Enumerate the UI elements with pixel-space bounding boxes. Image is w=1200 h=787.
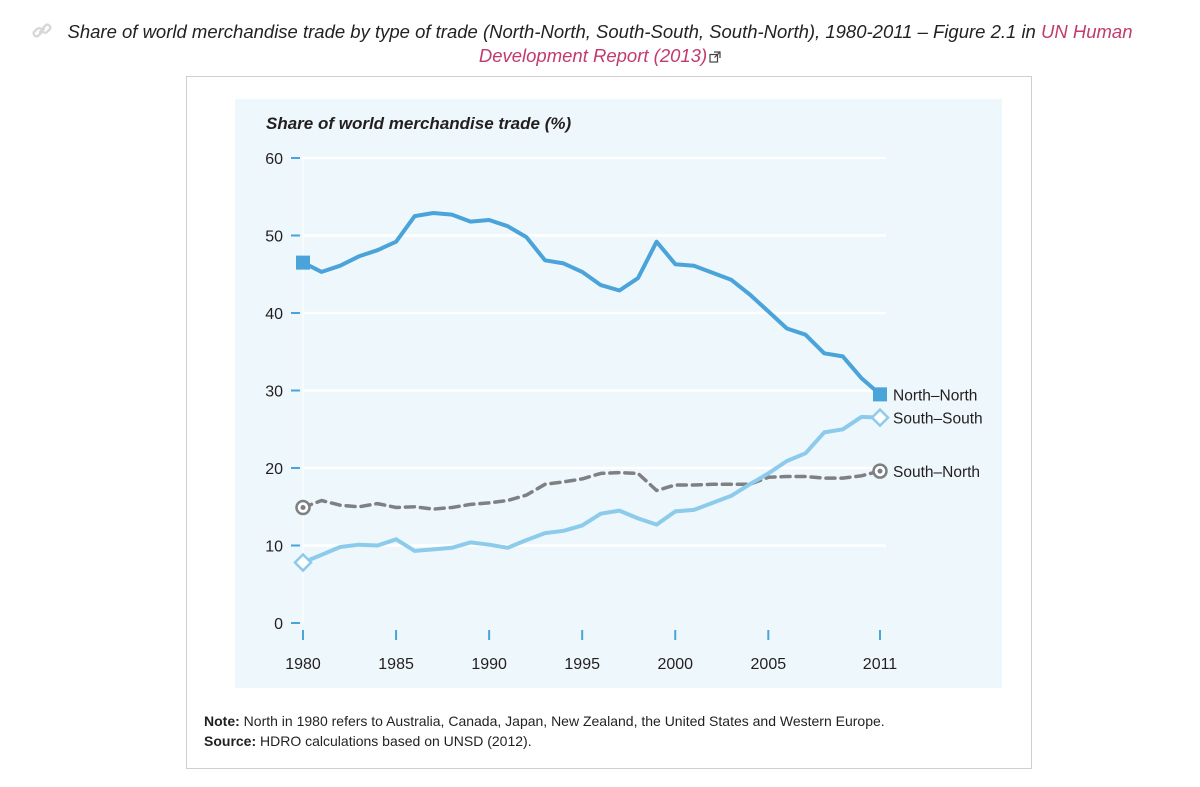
x-tick-label: 2000 (657, 656, 693, 673)
y-tick-label: 30 (265, 384, 283, 401)
x-tick-label: 1980 (285, 656, 321, 673)
start-marker-north-north (296, 255, 310, 270)
figure-note: Note: North in 1980 refers to Australia,… (204, 711, 885, 751)
note-line: Note: North in 1980 refers to Australia,… (204, 711, 885, 731)
y-tick-label: 20 (265, 461, 283, 478)
end-marker-north-north (873, 387, 887, 402)
note-text: North in 1980 refers to Australia, Canad… (239, 713, 885, 729)
y-tick-label: 10 (265, 539, 283, 556)
series-labels: North–North South–South South–North (893, 387, 983, 481)
source-line: Source: HDRO calculations based on UNSD … (204, 731, 885, 751)
series-line-north-north (301, 211, 882, 397)
series-label-south-north: South–North (893, 464, 980, 481)
note-label: Note: (204, 713, 240, 729)
chain-link-icon (32, 23, 52, 38)
series-label-north-north: North–North (893, 387, 977, 404)
series-line-south-south (301, 414, 882, 565)
end-marker-south-north-center (877, 468, 883, 474)
axes: 0 10 20 30 40 50 60 1980 1985 1990 1995 2000 2005 201… (265, 151, 897, 673)
end-marker-south-south (870, 407, 890, 428)
series-markers (293, 255, 890, 573)
y-tick-label: 60 (265, 151, 283, 168)
x-tick-label: 2005 (751, 656, 787, 673)
external-link-icon[interactable] (709, 51, 721, 63)
start-marker-south-south (293, 552, 313, 573)
y-tick-label: 40 (265, 306, 283, 323)
series-label-south-south: South–South (893, 411, 983, 428)
series-line-south-north (301, 469, 882, 511)
caption-text: Share of world merchandise trade by type… (67, 21, 1041, 42)
source-text: HDRO calculations based on UNSD (2012). (256, 733, 532, 749)
x-tick-label: 1990 (471, 656, 507, 673)
source-label: Source: (204, 733, 257, 749)
series-lines (301, 211, 882, 565)
x-tick-label: 2011 (863, 656, 898, 673)
y-tick-label: 50 (265, 229, 283, 246)
start-marker-south-north-center (300, 505, 306, 511)
figure-caption: Share of world merchandise trade by type… (0, 20, 1200, 68)
x-tick-label: 1995 (564, 656, 600, 673)
report-link[interactable]: UN Human (1040, 21, 1133, 42)
report-link-continued[interactable]: Development Report (2013) (478, 45, 708, 66)
x-tick-label: 1985 (378, 656, 414, 673)
y-tick-label: 0 (274, 616, 283, 633)
chart-title: Share of world merchandise trade (%) (266, 114, 571, 133)
